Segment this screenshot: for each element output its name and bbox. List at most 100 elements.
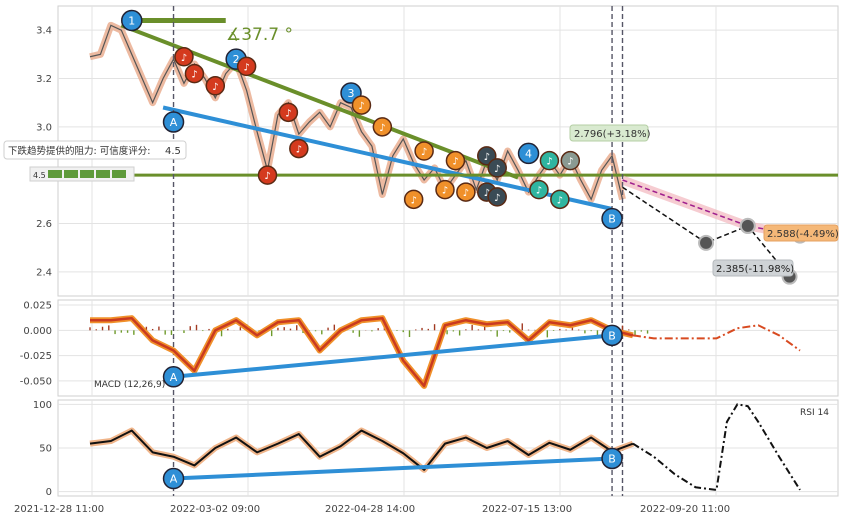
signal-note-glyph: ♪: [494, 193, 500, 204]
panel-frame: [57, 299, 839, 397]
signal-note-glyph: ♪: [358, 101, 364, 112]
macd-point-b-label: B: [608, 329, 616, 342]
panels: [57, 5, 839, 497]
x-tick-label: 2022-03-02 09:00: [170, 504, 260, 515]
y-tick-label: 50: [39, 444, 52, 455]
resistance-score: 4.5: [165, 146, 181, 157]
resistance-callout: 下跌趋势提供的阻力: 可信度评分: 4.5: [3, 140, 187, 160]
y-tick-label: 0.025: [23, 301, 52, 312]
series-lines: [58, 6, 838, 496]
signal-note-glyph: ♪: [567, 157, 573, 168]
macd-point-b: [601, 324, 623, 347]
signal-note-marker: [257, 165, 278, 185]
signal-note-marker: [236, 56, 257, 77]
pivot-badge-4-label: 4: [525, 147, 532, 160]
rsi-point-b: [601, 447, 623, 470]
resistance-label: 下跌趋势提供的阻力: 可信度评分:: [8, 145, 150, 157]
signal-note-marker: [456, 182, 476, 202]
signal-note-marker: [487, 158, 507, 178]
signal-note-marker: [550, 189, 570, 210]
x-tick-label: 2021-12-28 11:00: [14, 504, 104, 515]
macd-title: MACD (12,26,9): [94, 380, 165, 390]
signal-note-marker: [487, 187, 507, 207]
pivot-badge-3-label: 3: [348, 87, 355, 100]
y-tick-label: 2.6: [36, 219, 52, 230]
macd-divergence-line: [173, 333, 613, 379]
rsi-point-b-label: B: [608, 452, 616, 465]
macd-point-a-label: A: [170, 371, 178, 384]
y-tick-label: -0.050: [20, 376, 52, 387]
target-mid-label: 2.588(-4.49%): [767, 229, 839, 240]
angle-label: ∡37.7 °: [226, 25, 293, 45]
projection-point: [739, 217, 756, 234]
signal-note-glyph: ♪: [557, 195, 563, 206]
signal-note-marker: [435, 179, 455, 200]
signal-note-glyph: ♪: [191, 70, 197, 81]
signal-note-glyph: ♪: [264, 171, 270, 182]
point-a-badge: [162, 111, 185, 133]
signal-note-marker: [560, 150, 581, 171]
signal-note-glyph: ♪: [494, 164, 500, 175]
pivot-badge-4: [517, 142, 540, 165]
signal-note-marker: [539, 150, 560, 171]
macd-projection: [632, 324, 801, 352]
signal-note-marker: [403, 189, 424, 210]
x-tick-label: 2022-09-20 11:00: [640, 504, 730, 515]
signal-note-marker: [205, 76, 226, 96]
rsi-point-a: [162, 467, 185, 490]
signal-note-marker: [372, 117, 393, 137]
macd-point-a: [162, 366, 185, 388]
rsi-line: [89, 429, 634, 471]
signal-note-glyph: ♪: [484, 152, 490, 163]
signal-note-marker: [445, 150, 466, 171]
signal-note-glyph: ♪: [463, 188, 469, 199]
signal-note-marker: [414, 141, 434, 161]
signal-note-glyph: ♪: [484, 188, 490, 199]
signal-note-glyph: ♪: [421, 147, 427, 158]
resistance-strength-bar: 4.5: [29, 166, 135, 182]
rsi-projection: [632, 403, 801, 492]
target-mid-box: 2.588(-4.49%): [763, 224, 839, 242]
y-tick-label: -0.025: [20, 351, 52, 362]
y-tick-label: 0: [46, 487, 52, 498]
signal-note-glyph: ♪: [212, 82, 218, 93]
resistance-score-small: 4.5: [33, 171, 46, 180]
rsi-title: RSI 14: [800, 408, 829, 418]
signal-note-glyph: ♪: [181, 53, 187, 64]
signal-note-glyph: ♪: [546, 157, 552, 168]
signal-note-glyph: ♪: [442, 186, 448, 197]
y-tick-label: 0.000: [23, 326, 52, 337]
y-tick-label: 3.0: [36, 122, 52, 133]
y-tick-label: 100: [33, 400, 52, 411]
x-tick-label: 2022-04-28 14:00: [325, 504, 415, 515]
signal-note-marker: [184, 63, 205, 84]
gridlines: [58, 6, 838, 496]
signal-note-marker: [289, 138, 309, 159]
pivot-badge-1-label: 1: [128, 15, 135, 28]
signal-note-marker: [278, 102, 299, 123]
target-up-box: 2.796(+3.18%): [569, 124, 651, 142]
signal-note-marker: [351, 95, 372, 115]
signal-note-marker: [529, 179, 549, 200]
x-tick-label: 2022-07-15 13:00: [482, 504, 572, 515]
y-tick-label: 3.2: [36, 74, 52, 85]
signal-note-glyph: ♪: [452, 157, 458, 168]
projection-point: [698, 234, 715, 251]
projection-line: [622, 186, 791, 278]
signal-note-glyph: ♪: [243, 62, 249, 73]
rsi-point-a-label: A: [170, 473, 178, 486]
rsi-halo: [89, 427, 634, 473]
target-up-label: 2.796(+3.18%): [574, 129, 651, 140]
signal-note-glyph: ♪: [410, 195, 416, 206]
point-b-badge-label: B: [608, 213, 616, 226]
point-b-badge: [601, 207, 623, 230]
point-a-badge-label: A: [170, 116, 178, 129]
y-tick-label: 2.4: [36, 267, 52, 278]
pivot-badge-2-label: 2: [233, 53, 240, 66]
signal-note-glyph: ♪: [296, 145, 302, 156]
x-axis-labels: 2021-12-28 11:00 2022-03-02 09:00 2022-0…: [14, 504, 730, 515]
signal-note-marker: [174, 47, 194, 67]
macd-line: [90, 316, 634, 388]
